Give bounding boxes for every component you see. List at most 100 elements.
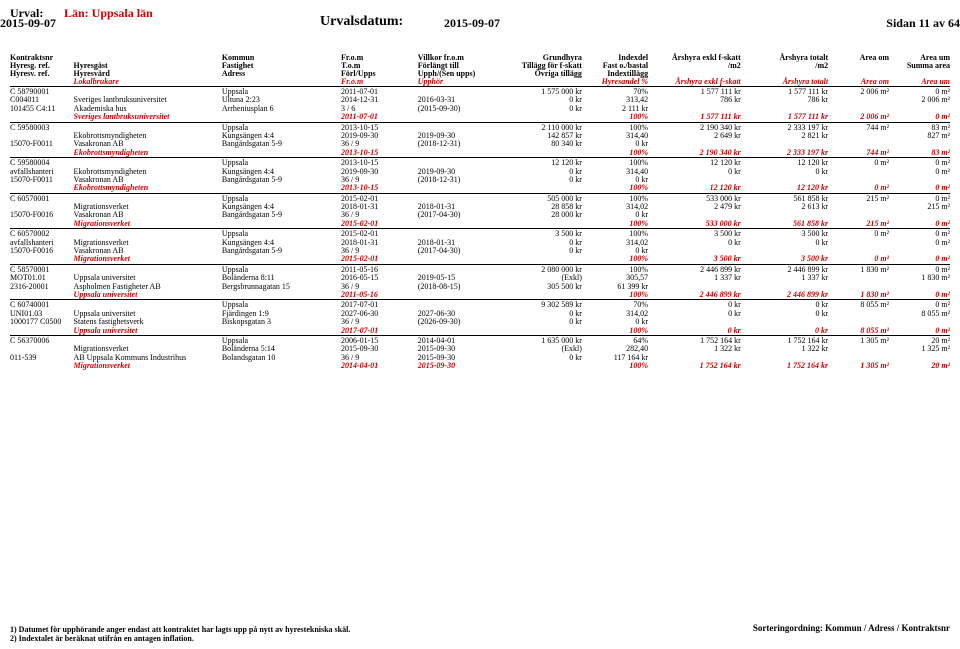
table-cell: 2017-07-01 xyxy=(341,301,418,309)
table-cell: 0 m² xyxy=(889,195,950,203)
summary-cell: 0 kr xyxy=(741,327,828,335)
table-cell: 2015-09-30 xyxy=(418,354,500,362)
summary-cell xyxy=(418,291,500,299)
contract-table: C 59580003Uppsala2013-10-152 110 000 kr1… xyxy=(10,124,950,158)
table-cell: 0 kr xyxy=(500,354,582,362)
summary-cell: 2015-02-01 xyxy=(341,220,418,228)
table-cell: 36 / 9 xyxy=(341,176,418,184)
page-footer: 1) Datumet för upphörande anger endast a… xyxy=(10,625,950,643)
column-header-row: Hyresg. ref.HyresgästFastighetT.o.mFörlä… xyxy=(10,62,950,70)
summary-cell: 2011-07-01 xyxy=(341,113,418,121)
table-cell xyxy=(648,140,741,148)
summary-cell xyxy=(10,291,74,299)
table-cell: 1 830 m² xyxy=(889,274,950,282)
summary-cell xyxy=(418,327,500,335)
table-cell: 011-539 xyxy=(10,354,74,362)
summary-cell xyxy=(222,291,341,299)
column-header-cell: /m2 xyxy=(741,62,828,70)
summary-row: Ekobrottsmyndigheten2013-10-15100%12 120… xyxy=(10,184,950,192)
column-header-cell: Fr.o.m xyxy=(341,78,418,86)
summary-cell: 2 333 197 kr xyxy=(741,149,828,157)
column-header-cell: Upphör xyxy=(418,78,500,86)
column-header-cell: Övriga tillägg xyxy=(500,70,582,78)
summary-cell xyxy=(10,327,74,335)
table-cell: Statens fastighetsverk xyxy=(74,318,222,326)
table-cell: 36 / 9 xyxy=(341,211,418,219)
table-cell: 12 120 kr xyxy=(741,159,828,167)
table-cell xyxy=(889,105,950,113)
table-cell: 2014-04-01 xyxy=(418,337,500,345)
table-cell: 2018-01-31 xyxy=(418,239,500,247)
table-cell: 305,57 xyxy=(582,274,648,282)
table-cell xyxy=(889,283,950,291)
table-row: C 59580004Uppsala2013-10-1512 120 kr100%… xyxy=(10,159,950,167)
footnote-2: 2) Indextalet är beräknat utifrån en ant… xyxy=(10,634,950,643)
summary-cell: 2 446 899 kr xyxy=(648,291,741,299)
table-cell: 64% xyxy=(582,337,648,345)
table-row: EkobrottsmyndighetenKungsängen 4:42019-0… xyxy=(10,132,950,140)
table-cell: UNI01.03 xyxy=(10,310,74,318)
summary-cell: 0 m² xyxy=(889,184,950,192)
table-cell: Uppsala xyxy=(222,301,341,309)
table-cell: 1 322 kr xyxy=(741,345,828,353)
contract-block: C 60740001Uppsala2017-07-019 302 589 kr7… xyxy=(10,299,950,335)
table-row: 2316-20001Aspholmen Fastigheter ABBergsb… xyxy=(10,283,950,291)
sort-order: Sorteringordning: Kommun / Adress / Kont… xyxy=(753,623,950,633)
column-header-cell: Area um xyxy=(889,78,950,86)
summary-cell: 1 752 164 kr xyxy=(648,362,741,370)
table-cell: 2019-05-15 xyxy=(418,274,500,282)
table-cell: 28 858 kr xyxy=(500,203,582,211)
summary-cell xyxy=(418,149,500,157)
contract-block: C 58570001Uppsala2011-05-162 080 000 kr1… xyxy=(10,264,950,300)
column-header-table: KontraktsnrKommunFr.o.mVillkor fr.o.mGru… xyxy=(10,54,950,86)
table-cell: 0 kr xyxy=(741,310,828,318)
summary-cell: 20 m² xyxy=(889,362,950,370)
summary-cell: 83 m² xyxy=(889,149,950,157)
column-header-cell xyxy=(222,78,341,86)
table-cell: 100% xyxy=(582,230,648,238)
summary-cell: 533 000 kr xyxy=(648,220,741,228)
table-cell: 2 446 899 kr xyxy=(648,266,741,274)
table-cell xyxy=(741,176,828,184)
table-cell: 2014-12-31 xyxy=(341,96,418,104)
table-row: C 60570001Uppsala2015-02-01505 000 kr100… xyxy=(10,195,950,203)
summary-cell: 2015-09-30 xyxy=(418,362,500,370)
summary-cell xyxy=(222,362,341,370)
summary-cell: 561 858 kr xyxy=(741,220,828,228)
table-row: C 59580003Uppsala2013-10-152 110 000 kr1… xyxy=(10,124,950,132)
summary-cell: Uppsala universitet xyxy=(74,327,222,335)
table-cell: 36 / 9 xyxy=(341,283,418,291)
table-cell: 1 752 164 kr xyxy=(648,337,741,345)
table-cell: 1 322 kr xyxy=(648,345,741,353)
table-cell: 1 635 000 kr xyxy=(500,337,582,345)
table-cell: Fjärdingen 1:9 xyxy=(222,310,341,318)
table-row: UNI01.03Uppsala universitetFjärdingen 1:… xyxy=(10,310,950,318)
table-cell: 36 / 9 xyxy=(341,354,418,362)
table-cell: (2017-04-30) xyxy=(418,211,500,219)
table-cell: Boländerna 5:14 xyxy=(222,345,341,353)
summary-cell: 0 m² xyxy=(889,291,950,299)
table-row: 15070-F0016Vasakronan ABBangårdsgatan 5-… xyxy=(10,211,950,219)
table-cell: 3 500 kr xyxy=(741,230,828,238)
table-cell: 0 kr xyxy=(582,247,648,255)
table-cell: 2011-05-16 xyxy=(341,266,418,274)
table-cell: 117 164 kr xyxy=(582,354,648,362)
table-cell xyxy=(418,124,500,132)
table-cell: 12 120 kr xyxy=(648,159,741,167)
table-cell xyxy=(74,195,222,203)
table-cell: C 60570001 xyxy=(10,195,74,203)
contract-table: C 59580004Uppsala2013-10-1512 120 kr100%… xyxy=(10,159,950,193)
table-cell: 0 m² xyxy=(889,88,950,96)
summary-cell xyxy=(10,184,74,192)
summary-cell: 1 577 111 kr xyxy=(648,113,741,121)
table-cell: 0 kr xyxy=(500,318,582,326)
summary-cell: 2 190 340 kr xyxy=(648,149,741,157)
table-cell: 80 340 kr xyxy=(500,140,582,148)
table-cell: (2018-08-15) xyxy=(418,283,500,291)
table-cell: Kungsängen 4:4 xyxy=(222,239,341,247)
table-cell: 0 kr xyxy=(741,168,828,176)
table-cell: 100% xyxy=(582,195,648,203)
table-row: 15070-F0011Vasakronan ABBangårdsgatan 5-… xyxy=(10,176,950,184)
table-cell: 1 337 kr xyxy=(741,274,828,282)
table-cell: 1 305 m² xyxy=(828,337,889,345)
